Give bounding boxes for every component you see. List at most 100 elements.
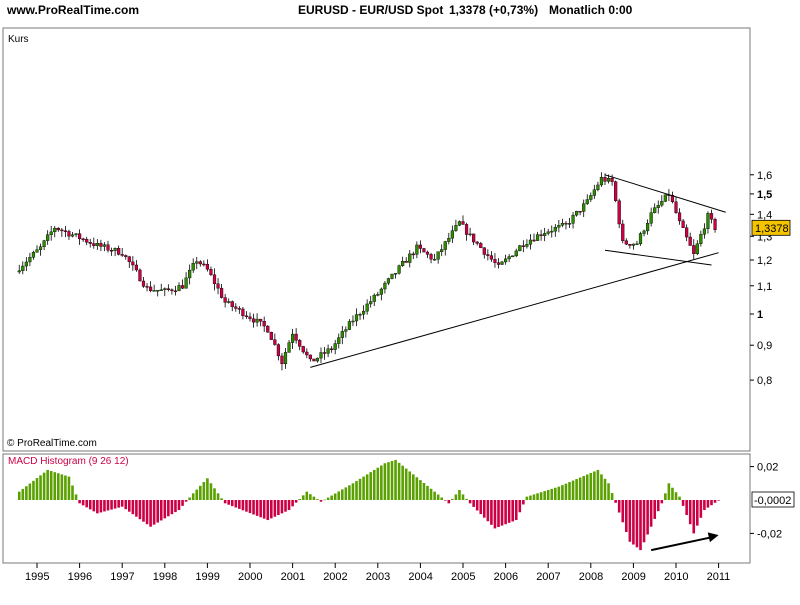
candle-down — [475, 241, 479, 244]
macd-bar-positive — [49, 471, 53, 500]
candle-up — [340, 331, 344, 338]
candle-down — [88, 242, 92, 244]
x-tick-label: 1996 — [68, 571, 92, 583]
macd-bar-negative — [248, 500, 252, 514]
candle-down — [617, 200, 621, 225]
candle-down — [276, 344, 280, 357]
macd-bar-negative — [625, 500, 628, 533]
macd-bar-negative — [142, 500, 145, 522]
candlestick-series — [17, 172, 717, 371]
candle-down — [241, 308, 245, 317]
candle-down — [145, 286, 149, 288]
trendline — [310, 252, 719, 368]
macd-bar-negative — [710, 500, 713, 506]
macd-last-value-box — [751, 491, 795, 508]
candle-up — [518, 245, 522, 252]
candle-down — [493, 259, 497, 263]
price-tick-label: 1,1 — [757, 281, 772, 293]
candle-down — [259, 318, 263, 322]
candle-down — [624, 240, 628, 245]
macd-bar-negative — [103, 500, 106, 512]
macd-bar-positive — [582, 476, 585, 500]
macd-bar-positive — [213, 488, 216, 500]
macd-bar-positive — [401, 465, 404, 500]
macd-bar-positive — [525, 496, 529, 500]
candle-down — [464, 224, 469, 235]
macd-bar-positive — [390, 461, 394, 500]
macd-bar-positive — [394, 459, 397, 500]
candle-down — [312, 358, 316, 362]
macd-bar-negative — [241, 500, 245, 511]
candle-up — [152, 290, 156, 292]
candle-up — [653, 207, 657, 213]
candle-up — [635, 243, 639, 246]
macd-bar-positive — [46, 469, 49, 500]
candle-up — [326, 348, 330, 354]
macd-bar-negative — [135, 500, 138, 517]
candle-up — [585, 199, 589, 204]
macd-bar-positive — [433, 491, 436, 500]
macd-bar-negative — [681, 500, 685, 506]
macd-bar-negative — [511, 500, 514, 522]
x-axis: 1995 1996 1997 1998 1999 2000 2001 2002 2003 2004… — [3, 562, 750, 583]
macd-bar-negative — [227, 500, 230, 505]
candle-up — [649, 212, 653, 224]
macd-bar-positive — [539, 492, 543, 500]
candle-up — [70, 234, 75, 237]
macd-bar-positive — [596, 469, 600, 500]
macd-bar-positive — [397, 462, 401, 500]
candle-up — [695, 243, 699, 254]
macd-bar-negative — [238, 500, 241, 509]
candle-down — [99, 242, 103, 247]
candle-up — [42, 240, 46, 247]
macd-bar-positive — [404, 468, 408, 500]
macd-bar-positive — [305, 491, 309, 500]
candle-up — [543, 233, 547, 236]
candle-down — [418, 244, 422, 249]
macd-bar-positive — [67, 476, 71, 500]
candle-up — [408, 253, 412, 263]
macd-panel-label: MACD Histogram (9 26 12) — [8, 456, 129, 467]
macd-bar-positive — [312, 496, 316, 500]
candle-down — [298, 340, 302, 347]
macd-bar-negative — [486, 500, 490, 522]
price-panel-label: Kurs — [8, 34, 29, 45]
macd-bar-negative — [262, 500, 266, 519]
candle-up — [454, 225, 458, 231]
candle-up — [390, 273, 394, 279]
candle-down — [138, 269, 142, 282]
macd-bar-positive — [607, 483, 610, 500]
macd-bar-negative — [128, 500, 131, 512]
last-price-tag-box — [751, 219, 791, 236]
x-tick-label: 2004 — [408, 571, 432, 583]
macd-bar-positive — [42, 472, 46, 500]
candle-up — [191, 263, 195, 271]
candle-down — [77, 233, 82, 240]
candle-down — [148, 286, 153, 291]
macd-bar-positive — [593, 471, 596, 500]
candle-down — [234, 306, 238, 309]
macd-bar-negative — [621, 500, 625, 523]
macd-bar-negative — [614, 500, 617, 503]
macd-bar-positive — [671, 487, 674, 500]
macd-bar-positive — [550, 488, 554, 500]
candle-up — [663, 194, 667, 202]
candle-down — [411, 253, 415, 256]
candle-down — [85, 239, 89, 243]
candle-up — [525, 244, 529, 247]
macd-bar-negative — [96, 500, 99, 514]
candle-up — [642, 230, 646, 234]
macd-bar-negative — [230, 500, 234, 507]
price-tick-label: 1,2 — [757, 255, 772, 267]
macd-bar-positive — [348, 485, 351, 500]
candle-up — [433, 258, 437, 261]
macd-bar-negative — [234, 500, 238, 508]
candle-up — [315, 357, 320, 362]
macd-bar-positive — [529, 495, 532, 500]
macd-bar-negative — [493, 500, 497, 529]
macd-bar-negative — [475, 500, 479, 511]
macd-bar-positive — [362, 476, 365, 500]
macd-bar-negative — [131, 500, 135, 515]
candle-up — [401, 261, 405, 266]
macd-bar-positive — [436, 494, 440, 500]
